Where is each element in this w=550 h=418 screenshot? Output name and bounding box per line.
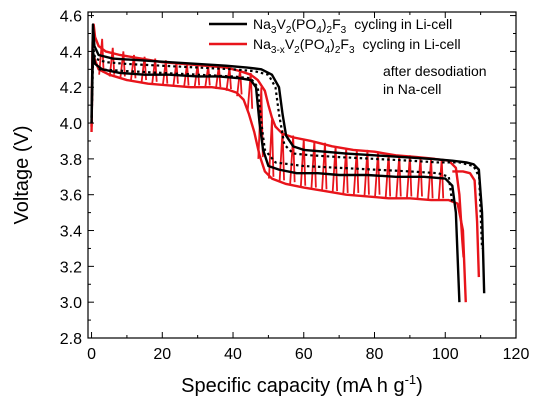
relaxation-spike [108,47,116,77]
y-tick-label: 4.6 [60,9,82,26]
x-tick-label: 0 [87,346,96,363]
x-axis-ticks: 0 20 40 60 80 100 120 [87,12,529,363]
y-axis-ticks: 2.8 3.0 3.2 3.4 3.6 3.8 4.0 4.2 4.4 4.6 [60,9,516,348]
relaxation-spike [268,119,275,179]
x-tick-label: 40 [224,346,242,363]
y-tick-label: 3.2 [60,259,82,276]
relaxation-spike [374,151,381,197]
x-tick-label: 100 [432,346,459,363]
series-0-curve-0 [90,23,465,258]
y-tick-label: 3.0 [60,295,82,312]
x-tick-label: 80 [366,346,384,363]
relaxation-spike [289,135,296,185]
y-tick-label: 3.8 [60,152,82,169]
series-layer [90,23,486,303]
relaxation-spike [427,158,434,201]
series-0-curve-1 [90,50,467,303]
legend: Na3V2(PO4)2F3 cycling in Li-cellNa3-xV2(P… [209,16,487,97]
relaxation-spike [363,149,370,197]
relaxation-spike [352,149,360,195]
relaxation-spike [236,69,243,97]
series-0-curve-2 [452,170,481,278]
y-tick-label: 4.0 [60,116,82,133]
relaxation-spike [310,140,317,190]
series-1-curve-3 [98,68,454,204]
relaxation-spike [342,148,349,195]
y-axis-title: Voltage (V) [11,126,33,225]
x-tick-label: 60 [295,346,313,363]
relaxation-spike [299,139,307,188]
y-tick-label: 3.6 [60,188,82,205]
series-1-curve-1 [90,46,484,249]
legend-label: Na3V2(PO4)2F3 cycling in Li-cell [253,16,452,36]
relaxation-spike [119,51,126,79]
y-tick-label: 4.2 [60,80,82,97]
x-tick-label: 20 [153,346,171,363]
relaxation-spike [384,153,392,199]
series-1 [90,23,486,303]
legend-note: after desodiation [383,63,487,79]
legend-note: in Na-cell [383,81,441,97]
y-tick-label: 4.4 [60,44,82,61]
relaxation-spike [395,155,402,199]
x-tick-label: 120 [503,346,530,363]
x-axis-title: Specific capacity (mA h g-1) [181,372,423,397]
relaxation-spike [331,146,338,193]
relaxation-spike [246,72,254,111]
relaxation-spike [405,155,413,199]
series-1-curve-2 [90,50,461,303]
legend-label: Na3-xV2(PO4)2F3 cycling in Li-cell [253,36,461,56]
y-tick-label: 2.8 [60,331,82,348]
relaxation-spike [225,67,232,91]
y-tick-label: 3.4 [60,224,82,241]
relaxation-spike [278,130,285,183]
plot-frame [87,11,517,339]
